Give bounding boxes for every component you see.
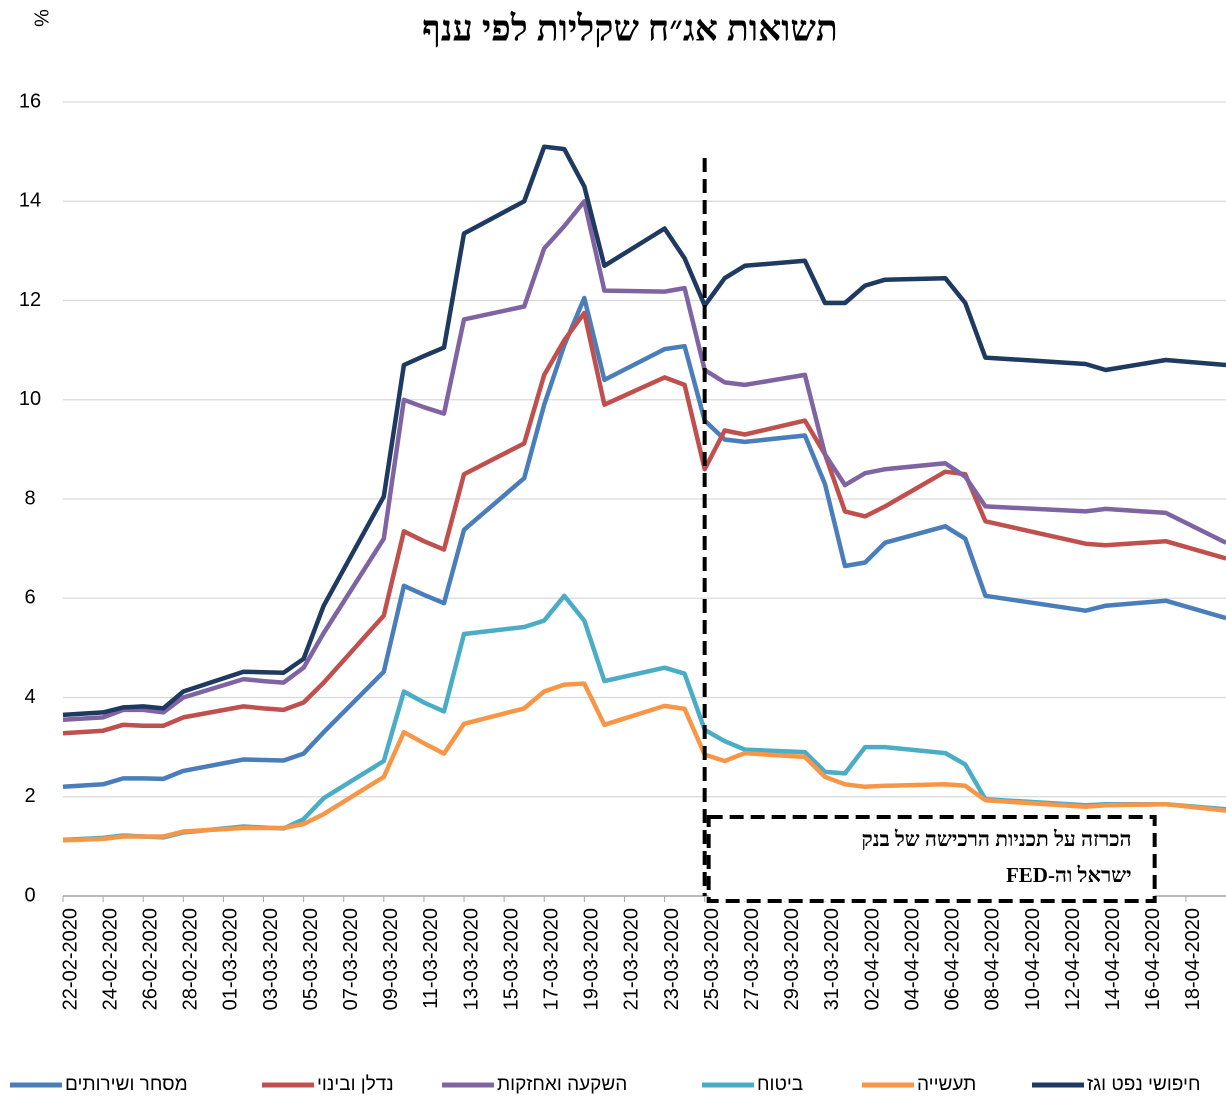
y-tick-label: 10: [19, 388, 41, 410]
x-tick-label: 29-03-2020: [781, 908, 803, 1010]
x-tick-label: 19-03-2020: [581, 908, 603, 1010]
x-tick-label: 12-04-2020: [1062, 908, 1084, 1010]
series-line: [62, 310, 1226, 736]
x-tick-label: 13-03-2020: [460, 908, 482, 1010]
x-tick-label: 25-03-2020: [701, 908, 723, 1010]
x-tick-label: 01-03-2020: [220, 908, 242, 1010]
legend-label: תעשייה: [917, 1074, 976, 1095]
series-line: [62, 681, 1226, 843]
x-tick-label: 21-03-2020: [621, 908, 643, 1010]
y-tick-label: 12: [19, 289, 41, 311]
x-tick-label: 22-02-2020: [59, 908, 81, 1010]
x-tick-label: 08-04-2020: [982, 908, 1004, 1010]
x-tick-label: 24-02-2020: [99, 908, 121, 1010]
x-tick-label: 17-03-2020: [541, 908, 563, 1010]
y-tick-label: 0: [24, 884, 35, 906]
legend-label: השקעה ואחזקות: [497, 1074, 627, 1095]
x-tick-label: 10-04-2020: [1022, 908, 1044, 1010]
y-tick-label: 8: [24, 487, 35, 509]
y-tick-label: 6: [24, 587, 35, 609]
annotation-text: הכרזה על תכניות הרכישה של בנק: [862, 827, 1132, 851]
x-tick-label: 23-03-2020: [661, 908, 683, 1010]
legend-label: מסחר ושירותים: [65, 1074, 188, 1095]
x-tick-label: 11-03-2020: [420, 908, 442, 1009]
x-tick-label: 15-03-2020: [500, 908, 522, 1010]
legend-label: ביטוח: [757, 1074, 803, 1095]
x-tick-label: 16-04-2020: [1142, 908, 1164, 1010]
y-tick-label: 4: [24, 686, 35, 708]
x-tick-label: 26-02-2020: [139, 908, 161, 1010]
x-tick-label: 27-03-2020: [741, 908, 763, 1010]
y-tick-label: 2: [24, 785, 35, 807]
x-tick-label: 09-03-2020: [380, 908, 402, 1010]
x-tick-label: 02-04-2020: [861, 908, 883, 1010]
x-tick-label: 07-03-2020: [340, 908, 362, 1010]
x-tick-label: 06-04-2020: [942, 908, 964, 1010]
legend-label: חיפושי נפט וגז: [1087, 1074, 1200, 1095]
x-tick-label: 05-03-2020: [300, 908, 322, 1010]
series-line: [62, 199, 1226, 723]
x-tick-label: 18-04-2020: [1182, 908, 1204, 1010]
annotation-text: ישראל וה-FED: [1006, 863, 1132, 887]
series-line: [62, 144, 1226, 718]
chart-title: תשואות אג״ח שקליות לפי ענף: [422, 8, 838, 48]
x-tick-label: 03-03-2020: [260, 908, 282, 1010]
x-tick-label: 28-02-2020: [180, 908, 202, 1010]
y-tick-label: 14: [19, 190, 41, 212]
x-tick-label: 14-04-2020: [1102, 908, 1124, 1010]
x-tick-label: 04-04-2020: [901, 908, 923, 1010]
y-axis-label: %: [30, 9, 52, 27]
y-tick-label: 16: [19, 90, 41, 112]
legend-label: נדלן ובינוי: [317, 1074, 394, 1095]
annotation-box: [706, 815, 1157, 903]
series-line: [62, 295, 1226, 790]
x-tick-label: 31-03-2020: [821, 908, 843, 1010]
